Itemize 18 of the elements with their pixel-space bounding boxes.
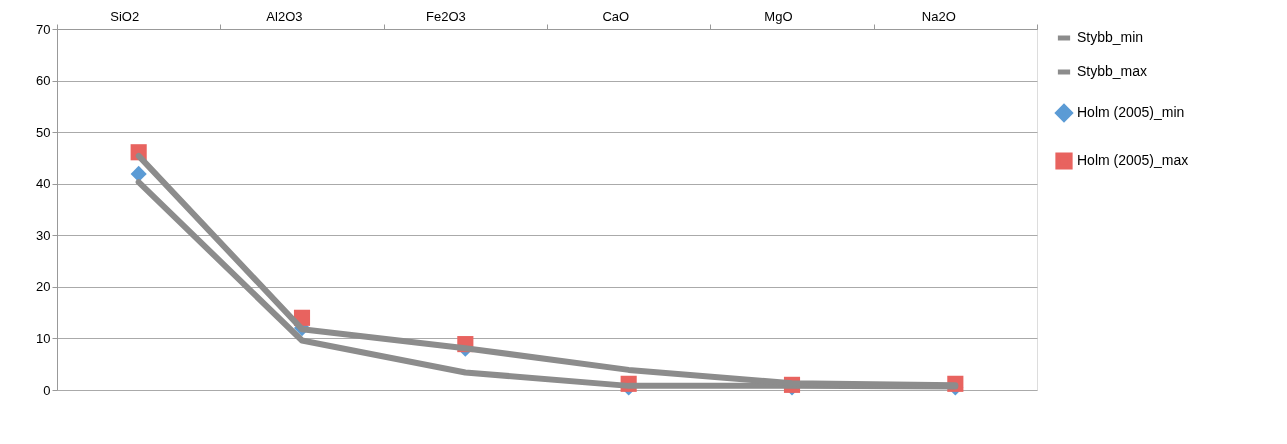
y-tick-label: 30 bbox=[36, 227, 51, 243]
legend-label: Holm (2005)_max bbox=[1077, 152, 1189, 168]
legend-label: Stybb_min bbox=[1077, 29, 1144, 45]
y-tick-label: 60 bbox=[36, 73, 51, 89]
x-tick-label: Al2O3 bbox=[266, 8, 303, 24]
y-tick-label: 70 bbox=[36, 21, 51, 37]
y-tick-label: 10 bbox=[36, 330, 51, 346]
y-tick-label: 0 bbox=[43, 382, 51, 398]
x-tick-label: CaO bbox=[602, 8, 630, 24]
y-tick-label: 40 bbox=[36, 176, 51, 192]
x-tick-label: Na2O bbox=[921, 8, 956, 24]
x-tick-label: MgO bbox=[764, 8, 793, 24]
legend-label: Holm (2005)_min bbox=[1077, 104, 1185, 120]
y-tick-label: 20 bbox=[36, 279, 51, 295]
y-tick-label: 50 bbox=[36, 124, 51, 140]
x-tick-label: Fe2O3 bbox=[426, 8, 466, 24]
legend-label: Stybb_max bbox=[1077, 63, 1148, 79]
x-tick-label: SiO2 bbox=[110, 8, 140, 24]
